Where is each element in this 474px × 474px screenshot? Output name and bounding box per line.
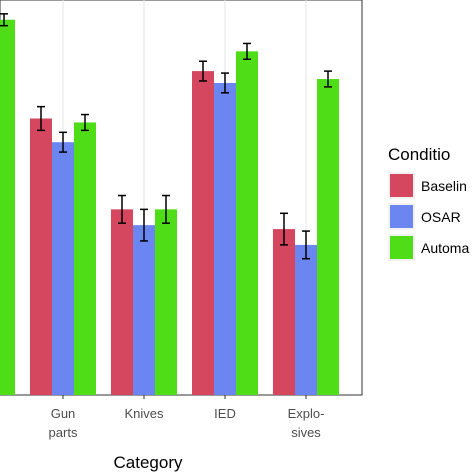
error-bar (118, 194, 126, 224)
legend-title: Conditio (388, 145, 450, 164)
bars (0, 19, 339, 395)
legend: Conditio Baselin OSAR Automa (388, 145, 469, 261)
error-bar (59, 131, 67, 153)
bar (133, 225, 155, 395)
x-tick-label: IED (214, 406, 236, 421)
error-bar (37, 105, 45, 132)
bar (111, 209, 133, 395)
x-tick-label: Gun (51, 406, 76, 421)
error-bar (0, 13, 8, 27)
error-bar (324, 70, 332, 88)
bar (74, 122, 96, 395)
bar (295, 244, 317, 395)
bar (192, 71, 214, 395)
bar (317, 79, 339, 395)
bar (30, 118, 52, 395)
error-bar (140, 208, 148, 242)
bar (214, 82, 236, 395)
legend-swatch (390, 236, 413, 259)
legend-label: Automa (421, 240, 469, 256)
error-bar (302, 230, 310, 260)
bar (52, 142, 74, 395)
error-bar (280, 212, 288, 246)
x-axis-title: Category (114, 453, 183, 472)
error-bar (199, 60, 207, 82)
legend-item: OSAR (388, 203, 461, 230)
legend-label: Baselin (421, 178, 467, 194)
x-tick-label: Knives (124, 406, 164, 421)
bar (236, 51, 258, 395)
legend-item: Automa (388, 234, 469, 261)
legend-item: Baselin (388, 172, 467, 199)
error-bars (0, 13, 332, 260)
bar (273, 229, 295, 395)
legend-label: OSAR (421, 209, 461, 225)
legend-swatch (390, 205, 413, 228)
x-tick-label: sives (291, 425, 321, 440)
x-tick-label: parts (49, 425, 78, 440)
error-bar (243, 42, 251, 60)
error-bar (162, 194, 170, 224)
error-bar (81, 113, 89, 132)
bar (0, 19, 15, 395)
bar (155, 209, 177, 395)
x-tick-label: Explo- (288, 406, 325, 421)
legend-swatch (390, 174, 413, 197)
error-bar (221, 72, 229, 94)
x-tick-labels: sGunpartsKnivesIEDExplo-sives (49, 395, 325, 440)
